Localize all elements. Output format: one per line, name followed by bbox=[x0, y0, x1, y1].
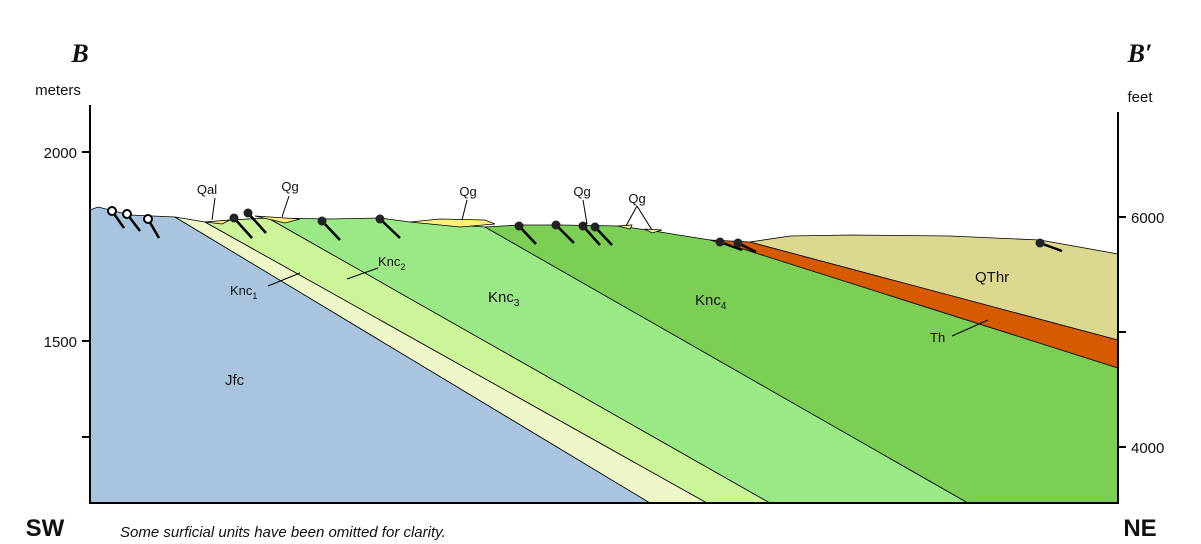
right-unit: feet bbox=[1127, 89, 1153, 106]
left-unit: meters bbox=[35, 82, 81, 99]
direction: NE bbox=[1123, 515, 1156, 542]
tick-label: 6000 bbox=[1131, 210, 1164, 227]
surface-label: Qg bbox=[459, 184, 476, 199]
direction: SW bbox=[26, 515, 65, 542]
tick-label: 1500 bbox=[44, 334, 77, 351]
surface-label: Qg bbox=[628, 191, 645, 206]
unit-label: Th bbox=[930, 330, 945, 345]
surface-label: Qg bbox=[573, 184, 590, 199]
tick-label: 2000 bbox=[44, 145, 77, 162]
unit-label: QThr bbox=[975, 269, 1009, 286]
surface-label: Qal bbox=[197, 182, 217, 197]
tick-label: 4000 bbox=[1131, 440, 1164, 457]
units bbox=[90, 207, 1118, 503]
unit-label: Jfc bbox=[225, 372, 245, 389]
cross-section: B B′ meters feet 2000 1500 6000 4000 SW … bbox=[0, 0, 1201, 544]
surface-label: Qg bbox=[281, 179, 298, 194]
left-letter: B bbox=[70, 39, 88, 68]
note: Some surficial units have been omitted f… bbox=[120, 524, 446, 541]
right-letter: B′ bbox=[1127, 39, 1153, 68]
